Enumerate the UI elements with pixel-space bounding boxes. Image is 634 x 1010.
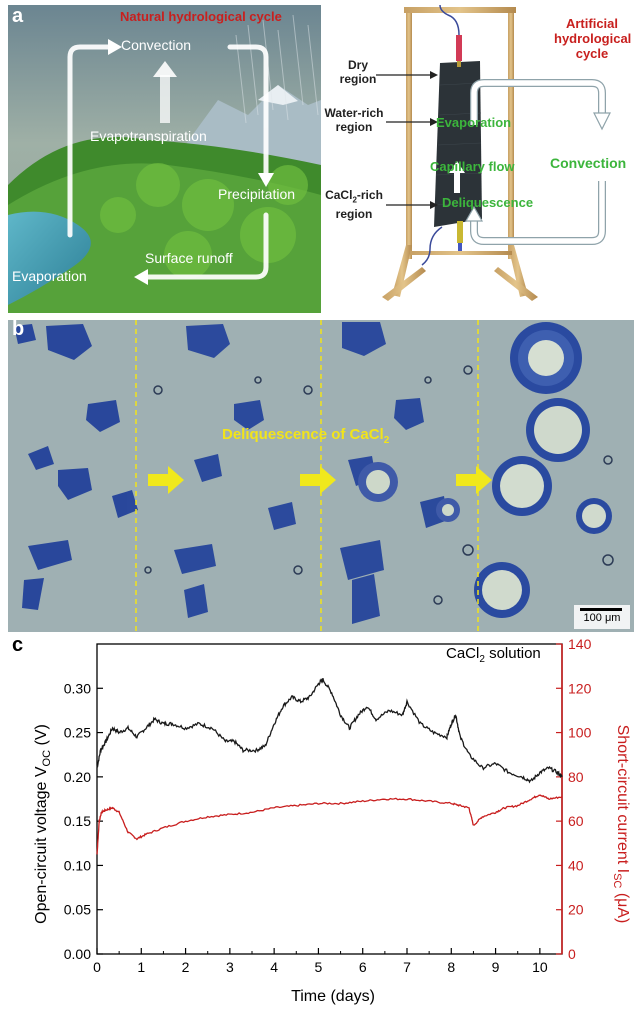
x-tick-label: 7 (403, 959, 411, 975)
evaporation-label: Evaporation (12, 268, 87, 284)
y-right-axis-label: Short-circuit current ISC (μA) (611, 725, 631, 924)
water-rich-region-label: Water-rich region (318, 106, 390, 134)
y-left-label-text: Open-circuit voltage V (33, 766, 50, 924)
y-left-label-sub: OC (41, 750, 53, 767)
annotation-suffix: solution (485, 645, 541, 662)
y-left-tick-label: 0.30 (64, 680, 91, 696)
scale-bar-label: 100 μm (583, 612, 621, 624)
artificial-cycle-illustration: Artificial hydrological cycle Dry region… (322, 4, 634, 313)
y-left-tick-label: 0.25 (64, 725, 91, 741)
evapotranspiration-label: Evapotranspiration (90, 128, 207, 144)
natural-cycle-illustration: a Natural hydrological cycle Convection … (8, 5, 321, 313)
y-right-tick-label: 40 (568, 857, 584, 873)
y-right-tick-label: 100 (568, 725, 592, 741)
microscopy-panel: b Deliquescence of CaCl2 100 μm (8, 320, 634, 632)
y-left-tick-label: 0.00 (64, 946, 91, 962)
annotation-subscript: 2 (479, 654, 485, 665)
annotation-text: CaCl (446, 645, 479, 662)
deliquescence-caption: Deliquescence of CaCl2 (222, 426, 389, 446)
current-series-line (96, 794, 563, 855)
natural-cycle-title: Natural hydrological cycle (120, 9, 282, 24)
y-left-tick-label: 0.15 (64, 813, 91, 829)
caption-text: Deliquescence of CaCl (222, 426, 384, 443)
x-tick-label: 8 (447, 959, 455, 975)
plot-frame (96, 643, 563, 955)
microscopy-image (8, 320, 634, 632)
y-right-label-sub: SC (611, 873, 623, 888)
x-tick-label: 5 (315, 959, 323, 975)
dry-region-line-2: region (339, 72, 377, 86)
deliquescence-label: Deliquescence (442, 195, 534, 210)
y-right-tick-label: 0 (568, 946, 576, 962)
chart-panel: c 0 1 2 3 4 5 6 7 8 9 10 0.00 0.05 0.10 0.15 0.20 0.25 0… (0, 634, 634, 1005)
y-right-tick-label: 20 (568, 902, 584, 918)
dry-region-line-1: Dry (347, 58, 368, 72)
panel-letter-b: b (12, 320, 25, 340)
artificial-cycle-title: Artificial hydrological cycle (554, 16, 632, 61)
convection-label: Convection (121, 37, 192, 53)
cacl2-rich-region-label: CaCl2-rich region (318, 188, 390, 221)
x-tick-label: 4 (270, 959, 278, 975)
water-rich-line-2: region (335, 120, 373, 134)
x-axis-label: Time (days) (291, 988, 375, 1005)
y-left-label-unit: (V) (33, 724, 50, 750)
x-tick-label: 3 (226, 959, 234, 975)
water-rich-line-1: Water-rich (324, 106, 384, 120)
capillary-flow-label: Capillary flow (430, 159, 515, 174)
x-axis-ticks: 0 1 2 3 4 5 6 7 8 9 10 (93, 948, 548, 975)
y-right-tick-label: 80 (568, 769, 584, 785)
y-left-tick-label: 0.20 (64, 769, 91, 785)
x-tick-label: 6 (359, 959, 367, 975)
artificial-title-line-1: Artificial (565, 16, 618, 31)
panel-letter-a: a (12, 5, 24, 27)
x-tick-label: 2 (182, 959, 190, 975)
y-right-tick-label: 140 (568, 636, 592, 652)
y-right-label-unit: (μA) (614, 888, 631, 923)
cacl2-rich-line-1: CaCl2-rich (318, 188, 390, 207)
y-left-tick-label: 0.10 (64, 857, 91, 873)
artificial-cycle-device (376, 4, 611, 301)
panel-letter-c: c (12, 634, 24, 656)
voltage-current-chart: 0 1 2 3 4 5 6 7 8 9 10 0.00 0.05 0.10 0.15 0.20 0.25 0.3… (33, 636, 631, 1005)
dry-region-label: Dry region (338, 58, 378, 86)
cacl2-subscript: 2 (352, 195, 357, 205)
voltage-series-line (96, 677, 563, 784)
artificial-title-line-3: cycle (575, 46, 609, 61)
x-tick-label: 0 (93, 959, 101, 975)
artificial-evaporation-label: Evaporation (436, 115, 512, 130)
caption-subscript: 2 (383, 435, 390, 446)
artificial-convection-label: Convection (550, 155, 627, 171)
x-tick-label: 9 (492, 959, 500, 975)
y-left-axis-ticks: 0.00 0.05 0.10 0.15 0.20 0.25 0.30 (64, 680, 103, 962)
y-right-label-text: Short-circuit current I (614, 725, 631, 873)
chart-annotation: CaCl2 solution (446, 645, 541, 665)
artificial-title-line-2: hydrological (554, 31, 632, 46)
rich-text: -rich (356, 188, 383, 202)
precipitation-label: Precipitation (218, 186, 296, 202)
x-tick-label: 1 (137, 959, 145, 975)
surface-runoff-label: Surface runoff (145, 250, 233, 266)
y-right-axis-ticks: 0 20 40 60 80 100 120 140 (556, 636, 592, 962)
cacl2-text: CaCl (325, 188, 353, 202)
x-tick-label: 10 (532, 959, 548, 975)
y-right-tick-label: 60 (568, 813, 584, 829)
natural-cycle-scene (8, 5, 321, 313)
y-left-tick-label: 0.05 (64, 902, 91, 918)
cacl2-rich-line-2: region (335, 207, 373, 222)
y-left-axis-label: Open-circuit voltage VOC (V) (33, 724, 53, 924)
y-right-tick-label: 120 (568, 680, 592, 696)
